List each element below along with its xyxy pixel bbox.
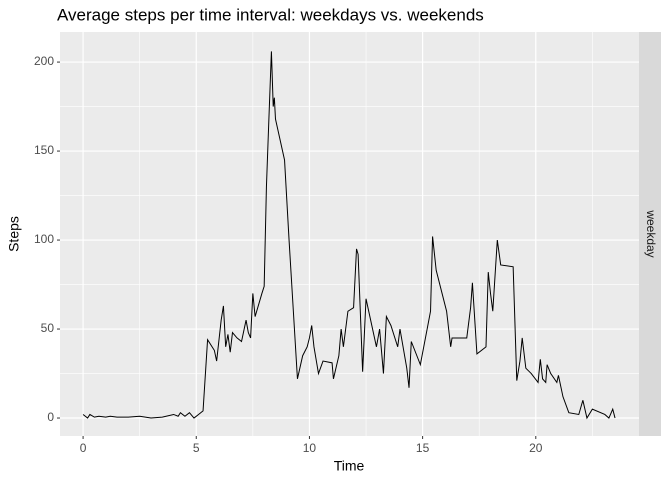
y-tick-label: 100 bbox=[34, 232, 54, 246]
y-tick-label: 200 bbox=[34, 54, 54, 68]
y-tick-label: 150 bbox=[34, 143, 54, 157]
y-axis-label: Steps bbox=[6, 216, 22, 252]
x-tick-label: 10 bbox=[303, 441, 317, 455]
y-tick-label: 0 bbox=[47, 410, 54, 424]
x-tick-label: 5 bbox=[193, 441, 200, 455]
chart-title: Average steps per time interval: weekday… bbox=[57, 5, 484, 24]
facet-strip bbox=[639, 32, 661, 436]
x-axis-label: Time bbox=[334, 458, 365, 474]
x-tick-label: 20 bbox=[529, 441, 543, 455]
x-tick-label: 15 bbox=[416, 441, 430, 455]
facet-label: weekday bbox=[644, 209, 658, 257]
line bbox=[82, 51, 616, 420]
y-tick-label: 50 bbox=[41, 321, 55, 335]
panel bbox=[60, 32, 639, 436]
x-tick-label: 0 bbox=[80, 441, 87, 455]
